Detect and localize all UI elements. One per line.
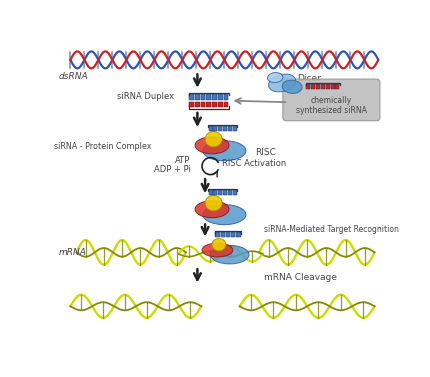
Ellipse shape: [195, 201, 228, 218]
Text: mRNA: mRNA: [58, 248, 86, 257]
Ellipse shape: [212, 239, 225, 251]
Text: ATP: ATP: [175, 156, 190, 165]
Text: mRNA Cleavage: mRNA Cleavage: [264, 273, 337, 282]
FancyBboxPatch shape: [218, 126, 222, 131]
FancyBboxPatch shape: [315, 84, 319, 89]
FancyBboxPatch shape: [310, 84, 314, 89]
Ellipse shape: [282, 80, 301, 93]
Text: Dicer: Dicer: [297, 74, 321, 83]
Text: siRNA-Mediated Target Recognition: siRNA-Mediated Target Recognition: [264, 225, 398, 234]
FancyBboxPatch shape: [195, 102, 199, 107]
FancyBboxPatch shape: [200, 102, 205, 107]
FancyBboxPatch shape: [330, 84, 334, 89]
Ellipse shape: [267, 72, 282, 83]
Ellipse shape: [202, 243, 232, 257]
FancyBboxPatch shape: [213, 126, 217, 131]
FancyBboxPatch shape: [195, 94, 199, 100]
FancyBboxPatch shape: [227, 190, 231, 195]
FancyBboxPatch shape: [212, 102, 216, 107]
FancyBboxPatch shape: [223, 126, 227, 131]
FancyBboxPatch shape: [189, 102, 194, 107]
FancyBboxPatch shape: [200, 94, 205, 100]
FancyBboxPatch shape: [232, 126, 237, 131]
FancyBboxPatch shape: [232, 190, 237, 195]
Ellipse shape: [203, 141, 246, 161]
FancyBboxPatch shape: [206, 94, 211, 100]
FancyBboxPatch shape: [223, 102, 228, 107]
Text: siRNA Duplex: siRNA Duplex: [117, 92, 174, 101]
Text: chemically
synthesized siRNA: chemically synthesized siRNA: [295, 96, 366, 115]
Text: RISC Activation: RISC Activation: [221, 159, 286, 167]
FancyBboxPatch shape: [208, 190, 212, 195]
Ellipse shape: [195, 137, 228, 154]
FancyBboxPatch shape: [335, 84, 338, 89]
FancyBboxPatch shape: [215, 233, 219, 237]
FancyBboxPatch shape: [325, 84, 329, 89]
Ellipse shape: [205, 195, 221, 211]
FancyBboxPatch shape: [208, 126, 212, 131]
FancyBboxPatch shape: [223, 190, 227, 195]
FancyBboxPatch shape: [218, 102, 222, 107]
FancyBboxPatch shape: [189, 94, 194, 100]
Ellipse shape: [210, 245, 249, 264]
Text: RISC: RISC: [255, 148, 275, 157]
FancyBboxPatch shape: [220, 233, 224, 237]
Ellipse shape: [268, 74, 295, 92]
FancyBboxPatch shape: [236, 233, 240, 237]
FancyBboxPatch shape: [282, 79, 379, 121]
Text: dsRNA: dsRNA: [58, 72, 88, 81]
FancyBboxPatch shape: [230, 233, 235, 237]
Ellipse shape: [203, 205, 246, 225]
FancyBboxPatch shape: [225, 233, 230, 237]
FancyBboxPatch shape: [223, 94, 228, 100]
FancyBboxPatch shape: [218, 94, 222, 100]
FancyBboxPatch shape: [306, 84, 310, 89]
Text: ADP + Pi: ADP + Pi: [153, 166, 190, 175]
FancyBboxPatch shape: [218, 190, 222, 195]
FancyBboxPatch shape: [206, 102, 211, 107]
Ellipse shape: [205, 132, 221, 147]
FancyBboxPatch shape: [227, 126, 231, 131]
Text: siRNA - Protein Complex: siRNA - Protein Complex: [54, 142, 151, 150]
FancyBboxPatch shape: [213, 190, 217, 195]
FancyBboxPatch shape: [320, 84, 324, 89]
FancyBboxPatch shape: [212, 94, 216, 100]
